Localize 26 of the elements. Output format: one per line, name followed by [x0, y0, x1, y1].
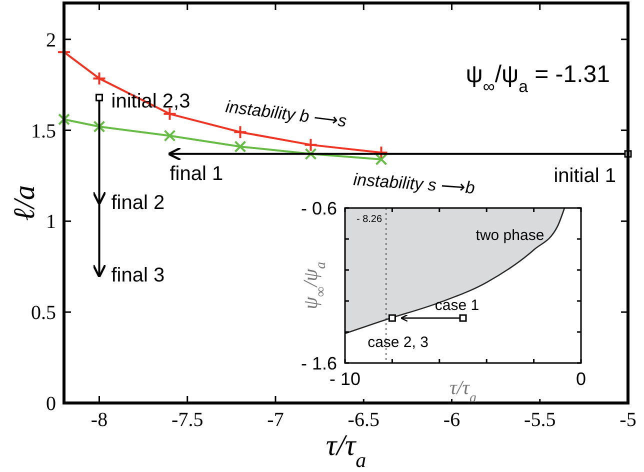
y-tick-label: 2 [46, 29, 56, 52]
annotation: final 1 [170, 162, 224, 185]
x-tick-label: -8 [90, 409, 108, 431]
y-tick-label: - 0.6 [300, 198, 337, 218]
annotation: ψ$_{∞}$/ψ$_{a}$ = -1.31 [466, 61, 610, 96]
annotation: case 1 [434, 297, 480, 314]
annotation: final 3 [111, 264, 165, 287]
ref-line-label: - 8.26 [356, 214, 382, 225]
x-tick-label: -7.5 [172, 409, 204, 431]
x-tick-label: -5 [620, 409, 636, 431]
x-tick-label: -6 [443, 409, 460, 431]
y-axis-title: ℓ/a [8, 185, 41, 221]
annotation: final 2 [111, 192, 165, 214]
annotation: initial 1 [554, 164, 616, 187]
x-axis-title: τ/τ$_{a}$ [326, 429, 366, 472]
y-tick-label: 1.5 [31, 120, 56, 142]
annotation: case 2, 3 [368, 334, 428, 351]
annotation: instability b ⟶s [224, 97, 348, 131]
x-tick-label: -5.5 [524, 409, 556, 431]
annotation: two phase [476, 227, 544, 244]
y-tick-label: 0 [46, 393, 56, 415]
y-tick-label: 1 [46, 211, 56, 234]
x-tick-label: -7 [267, 409, 284, 431]
annotation: instability s ⟶b [352, 170, 476, 198]
y-tick-label: 0.5 [31, 302, 56, 324]
x-tick-label: -6.5 [348, 409, 380, 431]
